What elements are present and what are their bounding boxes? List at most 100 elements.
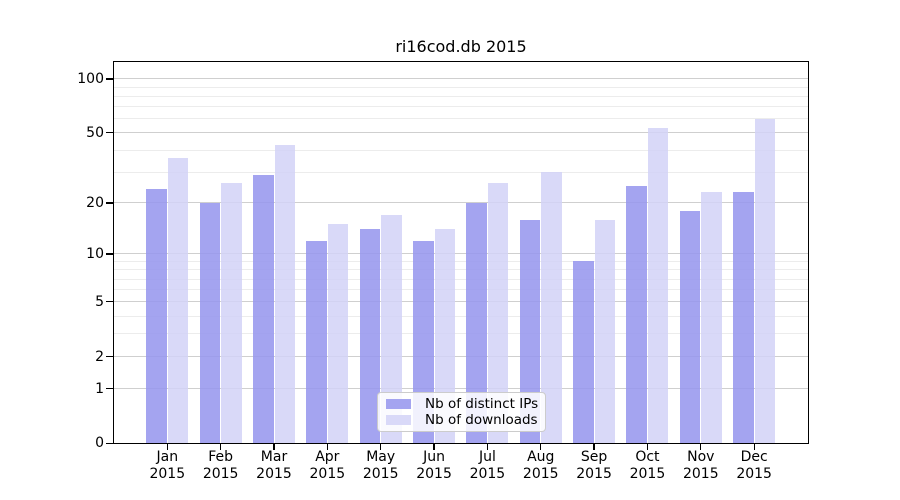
bar-downloads-sep [594,219,616,444]
gridline-minor [114,95,808,97]
bar-distinct-ips-jul [466,202,487,444]
x-tick-year: 2015 [469,466,506,483]
bar-downloads-aug [541,172,562,444]
bar-downloads-jul [487,183,509,444]
x-tick-month: Jul [478,449,496,466]
chart-title: ri16cod.db 2015 [395,37,527,56]
y-tick-label: 5 [95,293,104,310]
x-tick-month: Oct [635,449,660,466]
bar-distinct-ips-dec [733,192,754,444]
y-tick-mark [106,202,113,204]
y-tick-label: 0 [95,435,104,452]
x-tick-month: Jan [156,449,179,466]
gridline-minor [114,106,808,108]
x-tick-label: Dec 2015 [726,449,782,483]
y-tick-mark [106,301,113,303]
x-tick-label: Jan 2015 [139,449,195,483]
gridline-major [114,253,808,255]
bar-downloads-dec [754,118,776,444]
x-tick-label: Jun 2015 [406,449,462,483]
x-tick-label: Jul 2015 [459,449,515,483]
bar-downloads-nov [701,192,722,444]
gridline-minor [114,269,808,271]
bar-downloads-mar [274,144,295,444]
bar-distinct-ips-sep [573,261,594,444]
x-tick-month: Jun [423,449,445,466]
y-tick-label: 1 [95,380,104,397]
x-tick-year: 2015 [736,466,772,483]
x-tick-year: 2015 [362,466,399,483]
x-tick-month: Mar [260,449,288,466]
x-tick-month: Dec [740,449,768,466]
bar-distinct-ips-apr [306,240,327,444]
gridline-minor [114,86,808,88]
gridline-major [114,356,808,358]
y-tick-label: 2 [95,348,104,365]
gridline-major [114,202,808,204]
y-tick-mark [106,78,113,80]
legend: Nb of distinct IPs Nb of downloads [377,392,546,432]
gridline-major [114,301,808,303]
bar-distinct-ips-aug [519,219,541,444]
gridline-major [114,388,808,390]
x-tick-mark [540,444,542,451]
x-tick-year: 2015 [309,466,346,483]
bar-downloads-jan [167,158,189,444]
x-tick-label: Oct 2015 [619,449,675,483]
x-tick-month: Nov [687,449,715,466]
x-tick-mark [220,444,222,451]
y-tick-label: 20 [86,194,104,211]
x-tick-month: Apr [315,449,340,466]
gridline-minor [114,260,808,262]
gridline-major [114,78,808,80]
gridline-minor [114,118,808,120]
x-tick-year: 2015 [522,466,559,483]
y-tick-mark [106,253,113,255]
x-tick-mark [593,444,595,451]
gridline-minor [114,171,808,173]
x-tick-mark [273,444,275,451]
x-tick-label: Mar 2015 [246,449,302,483]
legend-swatch-distinct-ips [386,398,411,409]
legend-label-downloads: Nb of downloads [425,412,538,429]
bar-distinct-ips-mar [253,174,274,444]
x-tick-label: May 2015 [353,449,409,483]
x-tick-mark [486,444,489,451]
x-tick-year: 2015 [576,466,612,483]
y-tick-label: 100 [77,70,104,87]
legend-item-downloads: Nb of downloads [386,412,538,429]
x-tick-mark [166,444,168,451]
gridline-minor [114,289,808,291]
bar-downloads-apr [327,224,349,444]
bar-downloads-oct [647,128,669,444]
x-tick-label: Feb 2015 [193,449,249,483]
y-tick-mark [106,442,113,444]
bar-distinct-ips-oct [626,186,647,444]
gridline-minor [114,315,808,317]
x-tick-mark [326,444,328,451]
gridline-minor [114,149,808,151]
x-tick-year: 2015 [416,466,452,483]
x-tick-year: 2015 [202,466,239,483]
legend-swatch-downloads [386,415,411,426]
y-tick-mark [106,387,113,390]
bar-downloads-jun [434,229,456,444]
gridline-minor [114,333,808,335]
bar-distinct-ips-may [359,229,381,444]
x-tick-label: Apr 2015 [299,449,355,483]
y-tick-label: 50 [86,124,104,141]
y-tick-mark [106,355,113,358]
x-tick-month: Aug [527,449,555,466]
x-tick-mark [433,444,435,451]
bar-distinct-ips-feb [199,202,221,444]
x-tick-label: Aug 2015 [513,449,569,483]
bar-distinct-ips-jan [146,189,167,444]
x-tick-year: 2015 [149,466,186,483]
x-tick-mark [380,444,382,451]
x-tick-month: Feb [208,449,234,466]
x-tick-month: May [366,449,396,466]
y-tick-mark [106,132,113,134]
legend-item-distinct-ips: Nb of distinct IPs [386,396,538,412]
x-tick-mark [646,444,649,451]
